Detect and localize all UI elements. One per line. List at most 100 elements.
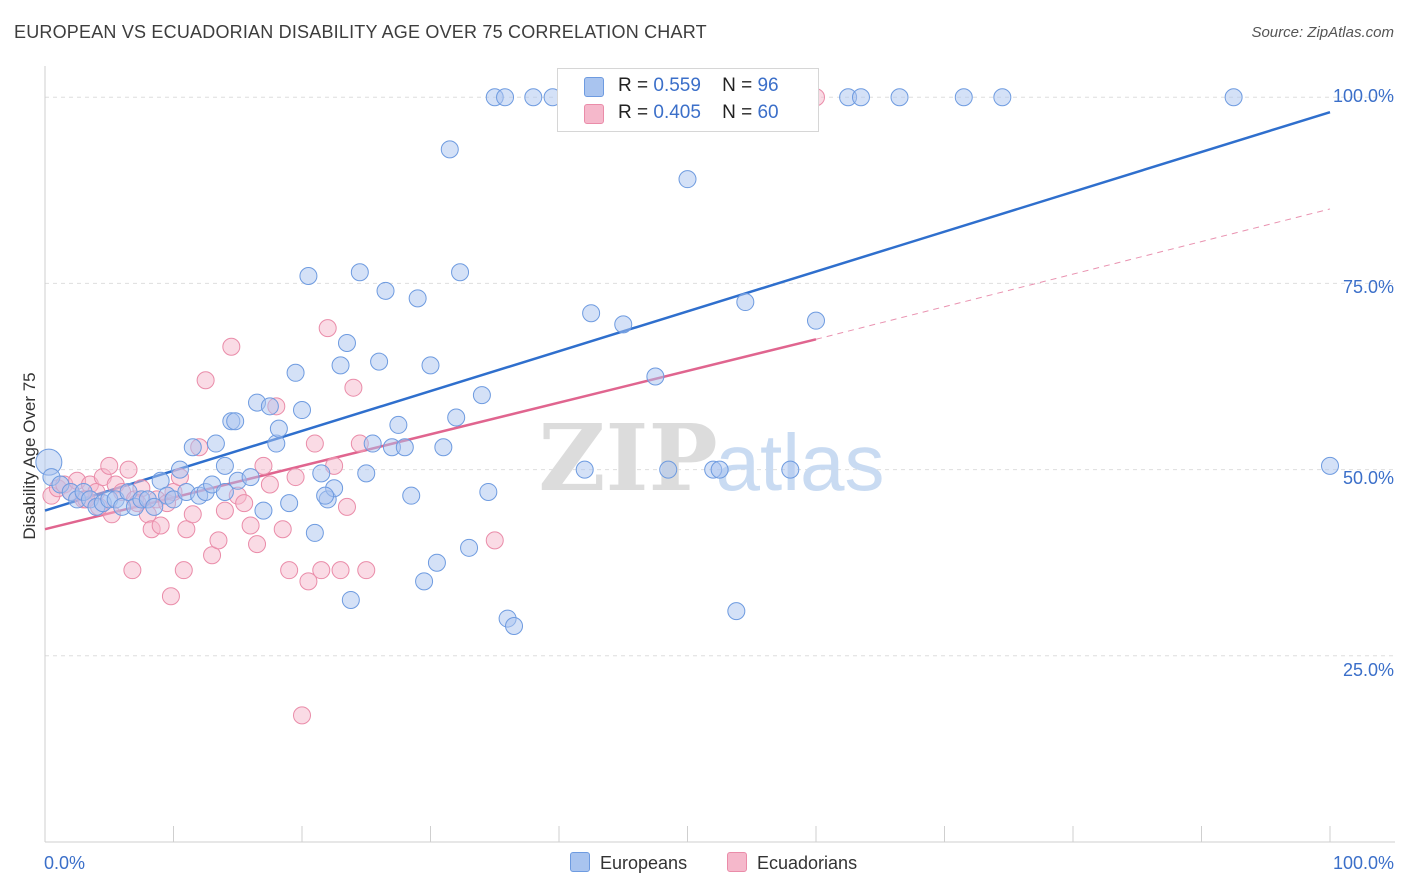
- ecuadorian-point: [260, 475, 279, 494]
- chart-title: EUROPEAN VS ECUADORIAN DISABILITY AGE OV…: [14, 22, 707, 42]
- european-point: [993, 88, 1012, 107]
- european-point: [370, 352, 389, 371]
- europeans-swatch: [584, 77, 604, 97]
- european-point: [479, 482, 498, 501]
- european-point: [575, 460, 594, 479]
- ecuadorian-point: [100, 456, 119, 475]
- european-point: [496, 88, 515, 107]
- x-tick-label-min: 0.0%: [44, 853, 86, 873]
- european-point: [363, 434, 382, 453]
- ecuadorian-point: [305, 434, 324, 453]
- legend-r-label: R =: [618, 102, 649, 123]
- ecuadorians-trendline-extension: [815, 208, 1331, 340]
- european-point: [293, 401, 311, 420]
- legend-item-europeans[interactable]: Europeans: [570, 852, 687, 874]
- source-label: Source: ZipAtlas.com: [1251, 24, 1394, 41]
- european-point: [678, 170, 697, 189]
- european-point: [402, 486, 421, 505]
- ecuadorian-point: [248, 535, 267, 554]
- ecuadorian-point: [161, 587, 180, 606]
- europeans-trendline: [44, 110, 1331, 512]
- gridlines: [45, 96, 1395, 657]
- ecuadorian-point: [344, 378, 363, 397]
- european-point: [890, 88, 909, 107]
- x-tick-label-max: 100.0%: [1332, 853, 1394, 873]
- ecuadorian-point: [299, 572, 318, 591]
- european-point: [781, 460, 800, 479]
- y-tick-label: 75.0%: [1342, 277, 1394, 297]
- european-point: [241, 468, 260, 487]
- europeans-points: [35, 88, 1339, 636]
- ecuadorian-point: [357, 561, 376, 580]
- european-point: [646, 367, 665, 386]
- european-point: [260, 397, 279, 416]
- european-point: [312, 464, 331, 483]
- ecuadorian-point: [174, 561, 193, 580]
- european-point: [524, 88, 543, 107]
- ecuadorian-point: [196, 371, 215, 390]
- ecuadorian-point: [273, 520, 292, 539]
- ecuadorian-point: [215, 501, 234, 520]
- european-point: [357, 464, 376, 483]
- european-point: [226, 412, 245, 431]
- europeans-swatch: [570, 852, 590, 872]
- european-point: [434, 438, 453, 457]
- european-point: [170, 460, 189, 479]
- ecuadorian-point: [293, 706, 311, 725]
- ecuadorian-point: [318, 319, 337, 338]
- european-point: [415, 572, 434, 591]
- european-point: [254, 501, 273, 520]
- ecuadorian-point: [280, 561, 299, 580]
- european-point: [395, 438, 414, 457]
- ecuadorian-point: [183, 505, 202, 524]
- ecuadorian-point: [209, 531, 228, 550]
- european-point: [215, 456, 234, 475]
- european-point: [151, 471, 170, 490]
- ecuadorian-point: [203, 546, 222, 565]
- zipatlas-watermark: ZIP atlas: [538, 404, 884, 512]
- y-tick-label: 50.0%: [1342, 468, 1394, 488]
- european-point: [472, 386, 491, 405]
- ecuadorian-point: [312, 561, 331, 580]
- ecuadorian-point: [331, 561, 350, 580]
- european-point: [269, 419, 288, 438]
- european-point: [1224, 88, 1243, 107]
- legend-n-value: 60: [757, 102, 779, 123]
- ecuadorian-point: [286, 468, 305, 487]
- european-point: [316, 486, 335, 505]
- legend-r-label: R =: [618, 75, 649, 96]
- european-point: [337, 334, 356, 353]
- european-point: [440, 140, 459, 159]
- european-point: [408, 289, 427, 308]
- european-point: [447, 408, 466, 427]
- european-point: [286, 363, 305, 382]
- y-axis-label: Disability Age Over 75: [20, 372, 39, 540]
- european-point: [267, 434, 286, 453]
- european-point: [299, 266, 318, 285]
- european-point: [341, 590, 360, 609]
- european-point: [614, 315, 633, 334]
- ecuadorians-swatch: [727, 852, 747, 872]
- legend-n-value: 96: [757, 75, 779, 96]
- european-point: [350, 263, 369, 282]
- european-point: [710, 460, 729, 479]
- europeans-label: Europeans: [600, 853, 688, 873]
- ecuadorians-label: Ecuadorians: [757, 853, 858, 873]
- european-point: [206, 434, 225, 453]
- y-tick-label: 25.0%: [1342, 660, 1394, 680]
- legend-r-value: 0.405: [653, 102, 701, 123]
- watermark-atlas: atlas: [716, 418, 885, 507]
- ecuadorian-point: [485, 531, 504, 550]
- ecuadorian-point: [254, 456, 273, 475]
- legend-item-ecuadorians[interactable]: Ecuadorians: [727, 852, 857, 874]
- ecuadorian-point: [337, 497, 356, 516]
- ecuadorian-point: [222, 337, 241, 356]
- european-point: [1321, 456, 1339, 475]
- ecuadorian-point: [151, 516, 170, 535]
- legend-n-label: N =: [722, 102, 753, 123]
- ecuadorian-point: [119, 460, 138, 479]
- ecuadorian-point: [177, 520, 196, 539]
- ecuadorian-point: [241, 516, 260, 535]
- legend-n-label: N =: [722, 75, 753, 96]
